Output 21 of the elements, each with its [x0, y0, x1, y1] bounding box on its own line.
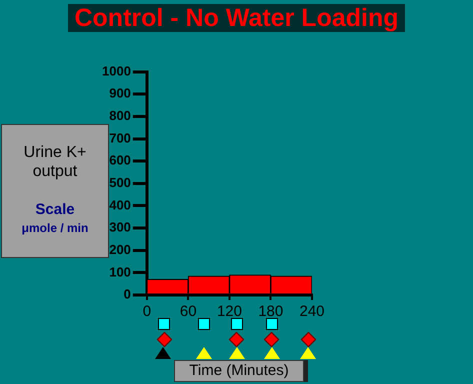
- x-tick-label: 60: [180, 303, 197, 320]
- text: μmole / min: [20, 221, 90, 235]
- y-tick-label: 200: [109, 242, 131, 257]
- x-tick-label: 180: [258, 303, 284, 320]
- y-tick-label: 1000: [102, 63, 131, 78]
- x-axis-title: Time (Minutes): [174, 360, 304, 382]
- y-axis-title: Urine K+ output: [22, 143, 88, 181]
- y-tick-label: 600: [109, 152, 131, 168]
- y-tick-label: 700: [109, 130, 131, 146]
- y-tick-label: 300: [109, 220, 131, 235]
- x-tick-label: 120: [216, 303, 242, 320]
- chart-title: Control - No Water Loading: [68, 4, 405, 32]
- y-tick-label: 0: [124, 286, 131, 302]
- text: Scale: [34, 201, 76, 218]
- y-tick-label: 400: [109, 197, 131, 212]
- y-tick-label: 500: [109, 174, 131, 190]
- y-tick-label: 900: [109, 86, 131, 101]
- y-tick-label: 100: [109, 264, 131, 280]
- y-tick-label: 800: [109, 108, 131, 124]
- x-tick-label: 240: [299, 303, 325, 320]
- x-tick-label: 0: [142, 303, 152, 320]
